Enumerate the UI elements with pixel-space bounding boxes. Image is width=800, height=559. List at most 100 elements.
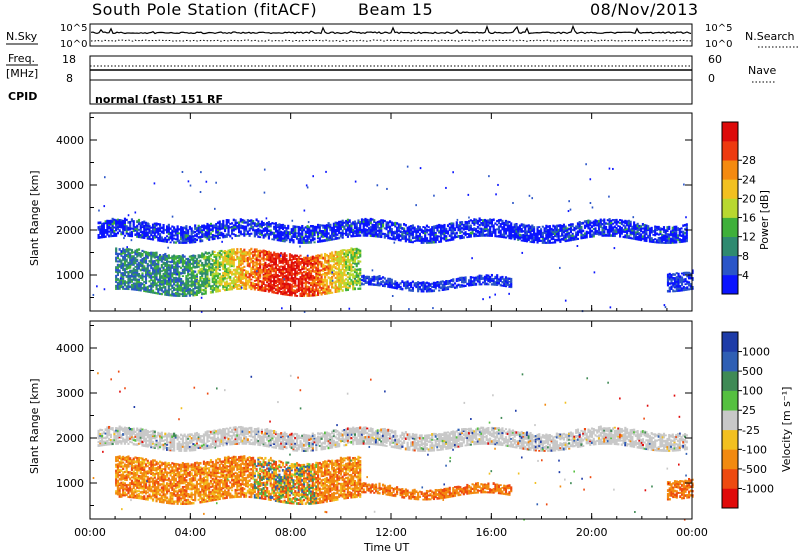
- echo-cell: [452, 278, 454, 280]
- echo-cell: [141, 253, 143, 255]
- echo-cell: [468, 222, 470, 225]
- echo-cell: [236, 248, 238, 250]
- echo-cell: [168, 254, 170, 256]
- echo-cell: [294, 228, 296, 231]
- echo-cell: [493, 224, 495, 226]
- echo-cell: [219, 273, 221, 275]
- echo-cell: [180, 267, 182, 269]
- echo-cell: [143, 265, 145, 267]
- echo-cell: [233, 256, 235, 259]
- echo-cell: [308, 286, 310, 288]
- echo-cell: [475, 283, 477, 286]
- echo-cell: [270, 229, 272, 231]
- echo-cell: [227, 219, 229, 221]
- echo-cell: [354, 287, 356, 290]
- echo-cell: [421, 236, 423, 238]
- echo-cell: [577, 238, 579, 240]
- echo-cell: [329, 289, 331, 292]
- echo-cell: [250, 248, 252, 251]
- echo-cell: [126, 219, 128, 221]
- echo-cell: [349, 219, 351, 221]
- echo-cell: [240, 230, 242, 232]
- echo-cell: [384, 277, 386, 279]
- echo-cell: [510, 222, 512, 224]
- nsearch-tick-top: 10^5: [705, 23, 732, 34]
- freq-tick-bottom: 8: [66, 72, 73, 85]
- echo-cell: [647, 225, 649, 227]
- echo-cell: [231, 222, 233, 224]
- echo-cell: [213, 251, 215, 253]
- echo-cell: [659, 230, 661, 233]
- echo-cell: [321, 276, 323, 279]
- station-title: South Pole Station (fitACF): [92, 0, 317, 19]
- echo-cell: [196, 274, 198, 277]
- echo-cell: [177, 225, 179, 227]
- echo-cell: [285, 254, 287, 257]
- cpid-text: normal (fast) 151 RF: [95, 93, 223, 106]
- echo-cell: [220, 253, 222, 255]
- echo-cell: [510, 278, 512, 281]
- echo-cell: [136, 259, 138, 261]
- echo-cell: [435, 232, 437, 234]
- echo-cell: [250, 233, 252, 235]
- echo-cell: [463, 236, 465, 238]
- echo-cell: [359, 234, 361, 236]
- nsearch-tick-bottom: 10^0: [705, 39, 732, 50]
- echo-cell: [247, 271, 249, 273]
- echo-cell: [605, 226, 607, 229]
- echo-cell: [433, 290, 435, 293]
- echo-cell: [191, 227, 193, 229]
- echo-cell: [229, 276, 231, 279]
- echo-cell: [259, 274, 261, 277]
- echo-cell: [292, 239, 294, 242]
- echo-cell: [651, 227, 653, 230]
- echo-cell: [159, 233, 161, 235]
- echo-cell: [621, 227, 623, 229]
- echo-cell: [155, 252, 157, 254]
- echo-cell: [328, 232, 330, 234]
- nave-tick-top: 60: [708, 53, 722, 66]
- echo-cell: [461, 221, 463, 224]
- echo-cell: [408, 237, 410, 240]
- echo-cell: [257, 220, 259, 222]
- echo-cell: [400, 286, 402, 288]
- echo-cell: [159, 223, 161, 226]
- echo-cell: [201, 239, 203, 242]
- echo-cell: [538, 226, 540, 228]
- echo-cell: [141, 272, 143, 274]
- echo-cell: [603, 218, 605, 220]
- echo-cell: [245, 227, 247, 230]
- echo-cell: [487, 283, 489, 285]
- echo-cell: [126, 259, 128, 261]
- echo-cell: [633, 221, 635, 223]
- echo-cell: [352, 273, 354, 275]
- echo-cell: [445, 235, 447, 237]
- nave-tick-bottom: 0: [708, 72, 715, 85]
- echo-cell: [491, 274, 493, 277]
- echo-cell: [161, 293, 163, 295]
- echo-cell: [194, 224, 196, 226]
- echo-cell: [359, 268, 361, 271]
- echo-cell: [630, 221, 632, 223]
- date-label: 08/Nov/2013: [590, 0, 699, 19]
- echo-cell: [594, 227, 596, 229]
- echo-cell: [287, 227, 289, 230]
- echo-cell: [401, 288, 403, 291]
- echo-cell: [321, 261, 323, 263]
- nsky-trace: [91, 26, 691, 33]
- echo-cell: [493, 218, 495, 221]
- freq-frame: [90, 56, 692, 80]
- echo-cell: [410, 239, 412, 241]
- echo-cell: [199, 260, 201, 263]
- echo-cell: [331, 251, 333, 254]
- echo-cell: [342, 289, 344, 291]
- echo-cell: [250, 279, 252, 281]
- echo-cell: [419, 226, 421, 229]
- echo-cell: [428, 226, 430, 228]
- echo-cell: [182, 275, 184, 277]
- echo-cell: [268, 235, 270, 238]
- echo-cell: [326, 279, 328, 282]
- echo-cell: [208, 278, 210, 280]
- echo-cell: [313, 237, 315, 240]
